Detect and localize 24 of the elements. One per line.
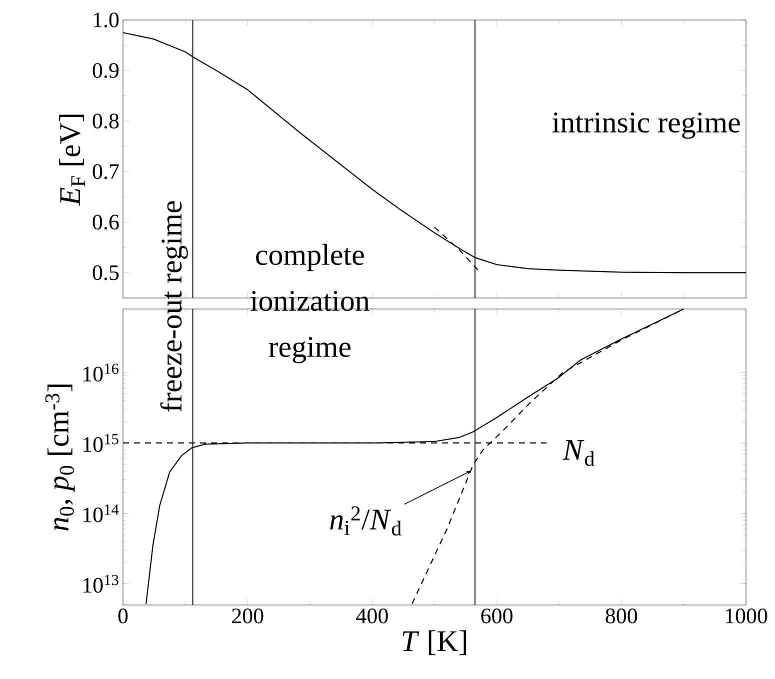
annotation: freeze-out regime — [160, 201, 188, 412]
y-tick-label: 10$^{16}$ — [83, 364, 119, 382]
y-tick-label: 0.7 — [92, 164, 119, 180]
y-tick-label: 10$^{13}$ — [83, 574, 118, 593]
x-tick-label: 1000 — [726, 608, 768, 624]
annotation: complete ionization regime — [250, 244, 370, 364]
y-tick-label: 0.8 — [92, 114, 119, 129]
x-tick-label: 400 — [356, 608, 388, 624]
y-tick-label: 0.5 — [92, 265, 119, 280]
y-tick-label: 0.9 — [92, 63, 119, 78]
y-tick-label: 10$^{15}$ — [83, 434, 118, 452]
y-axis-title: n$_{0}$, p$_{0}$ [cm$^{-3}$] — [45, 384, 75, 530]
y-tick-label: 10$^{14}$ — [83, 504, 119, 522]
x-tick-label: 800 — [606, 608, 638, 624]
x-axis-title: T [K] — [402, 630, 466, 656]
y-axis-title: E$_{F}$ [eV] — [59, 114, 86, 206]
y-tick-label: 0.6 — [92, 214, 119, 230]
y-tick-label: 1.0 — [94, 12, 119, 28]
x-tick-label: 600 — [481, 608, 512, 624]
annotation: n$_{i}$$^{2}$/N$_{d}$ — [330, 506, 402, 536]
annotation: N$_{d}$ — [562, 440, 594, 466]
annotation: intrinsic regime — [552, 112, 740, 139]
x-tick-label: 200 — [232, 608, 264, 624]
x-tick-label: 0 — [118, 608, 128, 624]
